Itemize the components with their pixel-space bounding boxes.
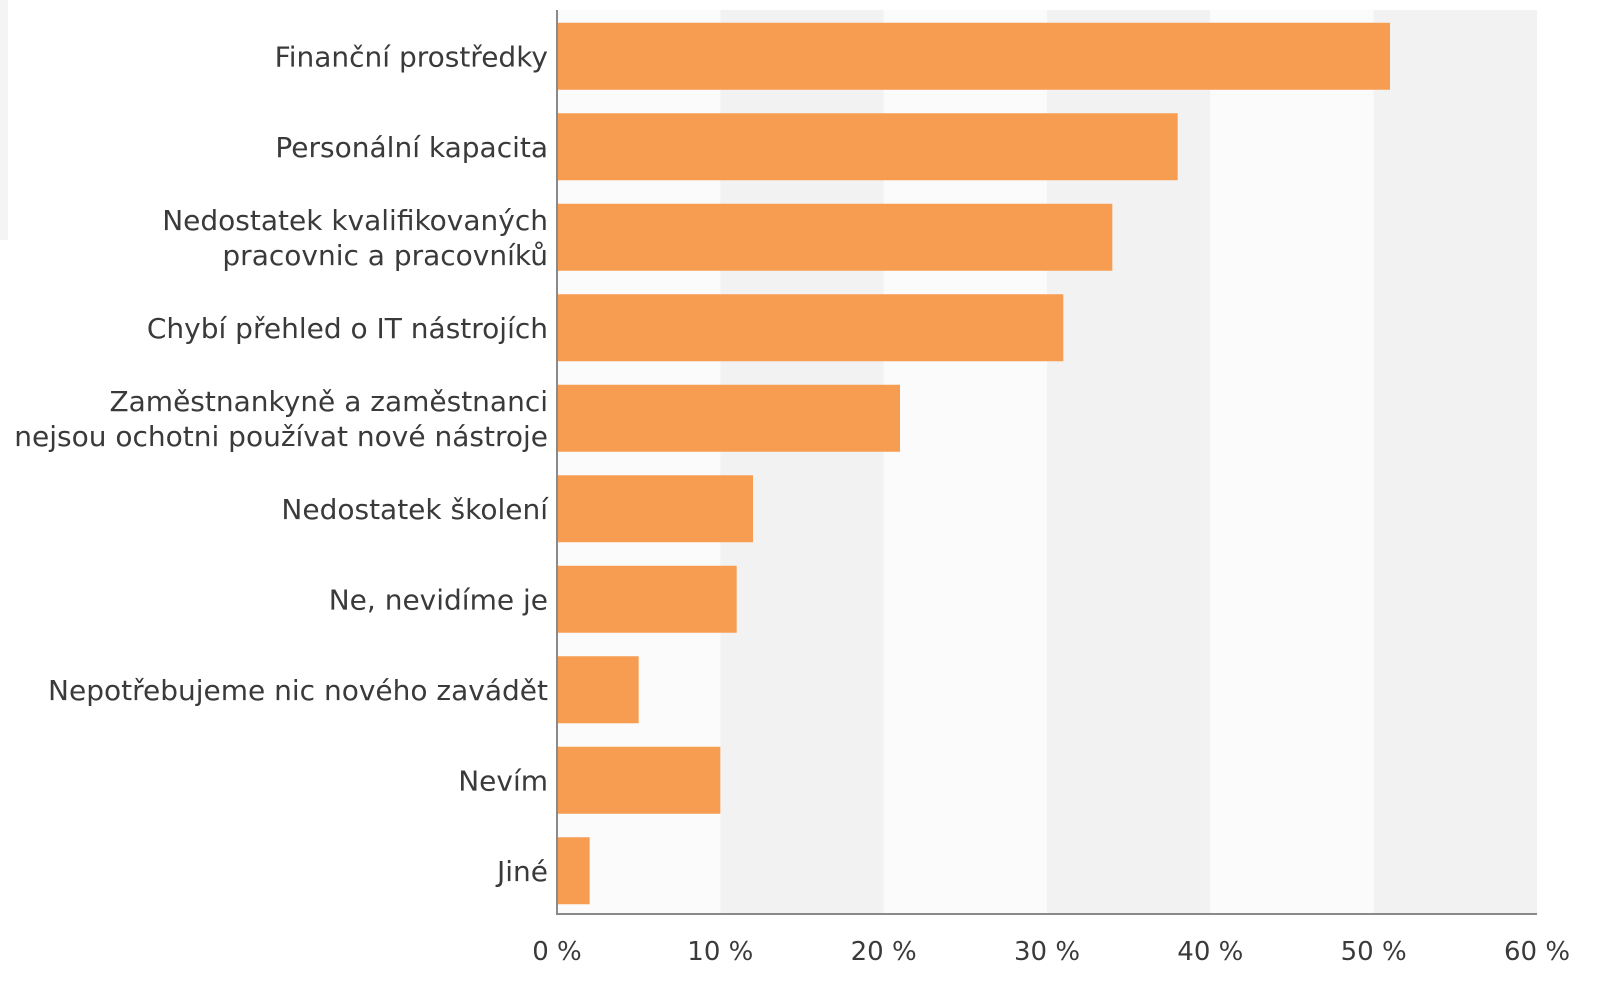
bar	[557, 384, 900, 452]
category-labels: Finanční prostředky Personální kapacita Ne…	[14, 40, 549, 888]
bar	[557, 565, 737, 633]
x-tick-label: 40 %	[1177, 937, 1243, 967]
bar	[557, 656, 639, 724]
grid-band	[1210, 10, 1374, 914]
bar	[557, 113, 1178, 181]
category-label: pracovnic a pracovníků	[222, 239, 548, 272]
category-label: Chybí přehled o IT nástrojích	[147, 312, 548, 345]
grid-band	[1373, 10, 1537, 914]
bar	[557, 746, 721, 814]
category-label: Personální kapacita	[275, 131, 548, 164]
category-label: Ne, nevidíme je	[329, 583, 548, 616]
left-edge-panel	[0, 0, 8, 240]
x-tick-label: 0 %	[532, 937, 582, 967]
bar	[557, 475, 753, 543]
bar	[557, 22, 1390, 90]
bar	[557, 294, 1064, 362]
category-label: Finanční prostředky	[275, 40, 548, 73]
x-tick-label: 60 %	[1504, 937, 1570, 967]
bar	[557, 203, 1113, 271]
x-tick-label: 50 %	[1341, 937, 1407, 967]
category-label: Nepotřebujeme nic nového zavádět	[48, 674, 548, 707]
bars	[557, 22, 1390, 905]
x-tick-label: 10 %	[687, 937, 753, 967]
x-tick-label: 30 %	[1014, 937, 1080, 967]
tick-labels: 0 % 10 % 20 % 30 % 40 % 50 % 60 %	[532, 937, 1570, 967]
category-label: Jiné	[495, 855, 548, 888]
category-label: Nedostatek školení	[281, 493, 549, 526]
axes	[556, 10, 1537, 915]
category-label: Nevím	[458, 764, 548, 797]
category-label: nejsou ochotni používat nové nástroje	[14, 420, 548, 453]
bar	[557, 837, 590, 905]
category-label: Nedostatek kvalifikovaných	[162, 204, 548, 237]
x-tick-label: 20 %	[851, 937, 917, 967]
category-label: Zaměstnankyně a zaměstnanci	[109, 385, 548, 418]
